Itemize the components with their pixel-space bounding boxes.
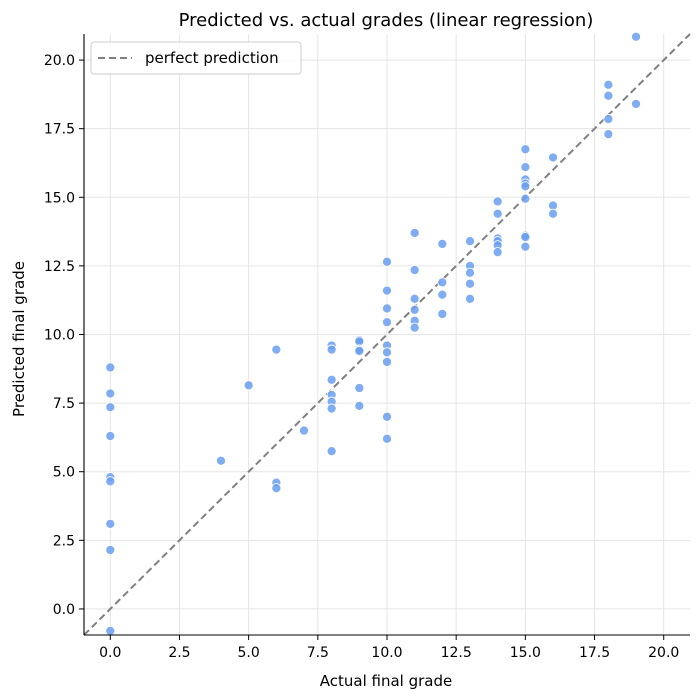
x-tick-label: 12.5 — [441, 645, 472, 661]
y-tick-label: 5.0 — [53, 465, 75, 481]
data-point — [520, 181, 531, 192]
grid-lines — [84, 34, 690, 635]
data-point — [381, 411, 393, 422]
data-point — [464, 267, 476, 278]
data-point — [630, 31, 642, 42]
data-point — [381, 256, 393, 267]
data-point — [520, 193, 531, 204]
legend-label-perfect-prediction: perfect prediction — [145, 49, 279, 67]
data-point — [520, 232, 531, 243]
data-point — [105, 362, 116, 373]
data-point — [547, 208, 559, 219]
data-point — [105, 544, 116, 555]
data-point — [464, 293, 476, 304]
data-point — [215, 455, 227, 466]
legend-box — [90, 41, 302, 75]
data-point — [492, 196, 503, 207]
data-point — [437, 277, 448, 288]
y-tick-label: 20.0 — [44, 53, 75, 69]
data-point — [105, 476, 116, 487]
data-points — [105, 31, 642, 636]
chart-title: Predicted vs. actual grades (linear regr… — [179, 10, 594, 31]
data-point — [492, 247, 503, 258]
data-point — [409, 264, 420, 276]
data-point — [105, 625, 116, 636]
data-point — [381, 347, 393, 358]
data-point — [381, 356, 393, 367]
data-point — [326, 403, 337, 414]
legend: perfect prediction — [90, 41, 302, 75]
data-point — [492, 208, 503, 219]
data-point — [105, 518, 116, 529]
y-tick-label: 2.5 — [53, 533, 75, 549]
x-tick-label: 7.5 — [307, 645, 329, 661]
data-point — [464, 236, 476, 247]
data-point — [298, 425, 310, 436]
data-point — [326, 374, 337, 385]
x-axis-label: Actual final grade — [320, 672, 452, 690]
data-point — [409, 293, 420, 304]
data-point — [326, 446, 337, 457]
data-point — [105, 388, 116, 399]
x-axis-ticks: 0.0 2.5 5.0 7.5 10.0 12.5 15.0 17.5 20.0 — [99, 635, 679, 661]
x-tick-label: 5.0 — [238, 645, 260, 661]
data-point — [409, 322, 420, 333]
data-point — [520, 144, 531, 155]
data-point — [603, 114, 614, 125]
y-tick-label: 12.5 — [44, 259, 75, 275]
data-point — [464, 278, 476, 289]
data-point — [520, 162, 531, 173]
data-point — [105, 430, 116, 442]
data-point — [243, 380, 254, 391]
data-point — [354, 400, 365, 411]
data-point — [630, 98, 642, 110]
data-point — [603, 90, 614, 101]
y-axis-ticks: 0.0 2.5 5.0 7.5 10.0 12.5 15.0 17.5 20.0 — [44, 53, 84, 618]
y-axis-label: Predicted final grade — [10, 261, 28, 417]
data-point — [603, 79, 614, 90]
x-tick-label: 10.0 — [371, 645, 402, 661]
data-point — [437, 238, 448, 249]
data-point — [381, 303, 393, 314]
data-point — [354, 345, 365, 357]
data-point — [437, 289, 448, 300]
x-tick-label: 17.5 — [579, 645, 610, 661]
y-tick-label: 15.0 — [44, 190, 75, 206]
data-point — [520, 241, 531, 252]
x-tick-label: 0.0 — [99, 645, 121, 661]
data-point — [381, 433, 393, 444]
data-point — [547, 152, 559, 163]
data-point — [437, 308, 448, 319]
x-tick-label: 15.0 — [510, 645, 541, 661]
data-point — [603, 129, 614, 140]
data-point — [354, 382, 365, 394]
data-point — [409, 227, 420, 239]
y-tick-label: 7.5 — [53, 396, 75, 412]
y-tick-label: 0.0 — [53, 602, 75, 618]
x-tick-label: 20.0 — [648, 645, 679, 661]
y-tick-label: 17.5 — [44, 122, 75, 138]
data-point — [381, 317, 393, 328]
y-tick-label: 10.0 — [44, 328, 75, 344]
data-point — [271, 483, 282, 494]
data-point — [409, 304, 420, 315]
data-point — [326, 344, 337, 355]
data-point — [381, 285, 393, 296]
data-point — [105, 402, 116, 413]
x-tick-label: 2.5 — [168, 645, 190, 661]
data-point — [271, 344, 282, 355]
